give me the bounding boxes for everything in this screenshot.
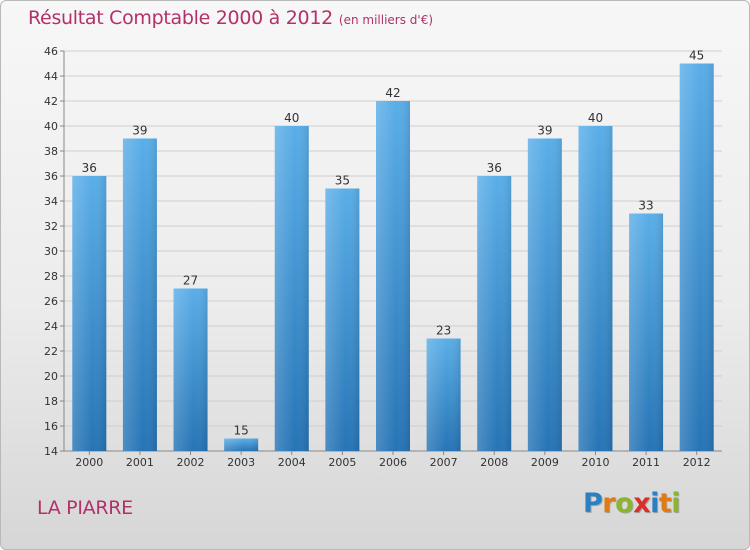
x-tick-label: 2000 <box>75 456 103 469</box>
bar-shade <box>578 126 613 451</box>
logo-letter: i <box>671 488 681 519</box>
logo-letter: o <box>615 488 634 519</box>
logo-letter: P <box>583 488 603 519</box>
bar-layer <box>72 63 714 455</box>
x-tick-label: 2006 <box>379 456 407 469</box>
data-label: 35 <box>335 174 350 188</box>
bar-shade <box>376 101 410 451</box>
x-tick-label: 2009 <box>531 456 559 469</box>
x-tick-label: 2007 <box>430 456 458 469</box>
y-tick-label: 30 <box>44 245 58 258</box>
data-label: 15 <box>234 424 249 438</box>
bar-shade <box>527 138 562 451</box>
x-tick-label: 2002 <box>177 456 205 469</box>
data-label: 36 <box>82 161 97 175</box>
data-label: 23 <box>436 324 451 338</box>
bar-shade <box>325 188 360 451</box>
y-tick-label: 36 <box>44 170 58 183</box>
bar-shade <box>426 338 461 451</box>
y-tick-label: 26 <box>44 295 58 308</box>
y-tick-label: 28 <box>44 270 58 283</box>
logo-letter: i <box>650 488 659 519</box>
y-tick-label: 42 <box>44 95 58 108</box>
bar-shade <box>477 176 512 451</box>
chart-title-text: Résultat Comptable 2000 à 2012 <box>28 7 333 29</box>
y-tick-label: 38 <box>44 145 58 158</box>
y-tick-label: 22 <box>44 345 58 358</box>
x-tick-label: 2001 <box>126 456 154 469</box>
bar-shade <box>173 288 208 451</box>
y-tick-label: 34 <box>44 195 58 208</box>
logo-letter: r <box>602 488 616 519</box>
bar-shade <box>629 213 664 451</box>
bar-shade <box>224 438 259 451</box>
bar-shade <box>122 138 157 451</box>
commune-name: LA PIARRE <box>37 497 133 519</box>
data-label: 39 <box>537 124 552 138</box>
y-tick-label: 20 <box>44 370 58 383</box>
label-layer: 36 2000 39 2001 27 2002 15 2003 40 2004 35 2005 42 20… <box>75 49 710 470</box>
bar-shade <box>274 126 309 451</box>
logo-letter: x <box>633 488 651 519</box>
data-label: 39 <box>132 124 147 138</box>
y-tick-label: 32 <box>44 220 58 233</box>
y-tick-label: 44 <box>44 70 58 83</box>
data-label: 40 <box>588 111 603 125</box>
unit-note: (en milliers d'€) <box>338 13 434 27</box>
data-label: 42 <box>385 86 400 100</box>
x-tick-label: 2008 <box>480 456 508 469</box>
y-tick-label: 24 <box>44 320 58 333</box>
data-label: 45 <box>689 49 704 63</box>
x-tick-label: 2012 <box>683 456 711 469</box>
y-tick-label: 46 <box>44 45 58 58</box>
proxiti-logo: Proxiti <box>583 488 681 519</box>
y-tick-label: 18 <box>44 395 58 408</box>
chart-title: Résultat Comptable 2000 à 2012 (en millie… <box>28 7 433 29</box>
bar-shade <box>679 63 714 451</box>
y-tick-label: 40 <box>44 120 58 133</box>
x-tick-label: 2010 <box>581 456 609 469</box>
x-tick-label: 2011 <box>632 456 660 469</box>
data-label: 36 <box>487 161 502 175</box>
logo-letter: t <box>658 488 672 519</box>
data-label: 27 <box>183 274 198 288</box>
x-tick-label: 2005 <box>328 456 356 469</box>
x-tick-label: 2004 <box>278 456 306 469</box>
y-tick-label: 16 <box>44 420 58 433</box>
bar-shade <box>72 176 107 451</box>
data-label: 40 <box>284 111 299 125</box>
data-label: 33 <box>638 199 653 213</box>
y-tick-label: 14 <box>44 445 58 458</box>
x-tick-label: 2003 <box>227 456 255 469</box>
